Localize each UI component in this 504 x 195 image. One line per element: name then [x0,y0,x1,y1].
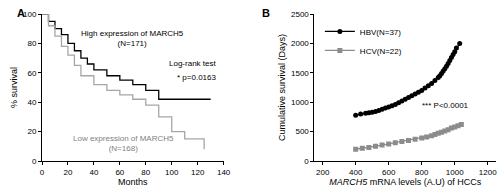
svg-text:100: 100 [23,10,37,19]
svg-text:500: 500 [295,127,309,136]
svg-text:High expression of MARCH5(N=17: High expression of MARCH5(N=171) [81,29,184,48]
svg-text:HCV(N=22): HCV(N=22) [360,47,402,56]
svg-text:% survival: % survival [9,67,19,108]
svg-text:60: 60 [115,168,124,177]
svg-text:1200: 1200 [479,168,497,177]
svg-text:20: 20 [63,168,72,177]
svg-text:Log-rank test: Log-rank test [169,59,216,68]
svg-text:40: 40 [27,98,36,107]
svg-text:2000: 2000 [291,39,309,48]
svg-text:Cumulative survival (Days): Cumulative survival (Days) [277,34,287,141]
svg-text:40: 40 [89,168,98,177]
svg-text:100: 100 [165,168,179,177]
svg-text:1000: 1000 [446,168,464,177]
svg-text:HBV(N=37): HBV(N=37) [360,28,401,37]
svg-text:600: 600 [382,168,396,177]
svg-text:80: 80 [27,39,36,48]
svg-text:0: 0 [40,168,45,177]
svg-text:Months: Months [118,177,148,187]
svg-text:0: 0 [32,157,37,166]
svg-text:2500: 2500 [291,10,309,19]
svg-text:140: 140 [217,168,231,177]
svg-text:120: 120 [191,168,205,177]
svg-text:* p=0.0163: * p=0.0163 [177,73,216,82]
svg-text:A: A [17,7,25,19]
svg-text:B: B [262,7,270,19]
svg-text:20: 20 [27,127,36,136]
svg-text:200: 200 [316,168,330,177]
svg-text:1500: 1500 [291,69,309,78]
svg-text:*** P<0.0001: *** P<0.0001 [422,101,469,110]
svg-text:800: 800 [415,168,429,177]
svg-text:400: 400 [349,168,363,177]
svg-text:80: 80 [141,168,150,177]
svg-text:MARCH5 mRNA levels (A.U) of HC: MARCH5 mRNA levels (A.U) of HCCs [329,177,482,187]
svg-text:Low expression of MARCH5(N=168: Low expression of MARCH5(N=168) [73,134,174,153]
svg-text:60: 60 [27,69,36,78]
svg-text:0: 0 [304,157,309,166]
svg-text:1000: 1000 [291,98,309,107]
